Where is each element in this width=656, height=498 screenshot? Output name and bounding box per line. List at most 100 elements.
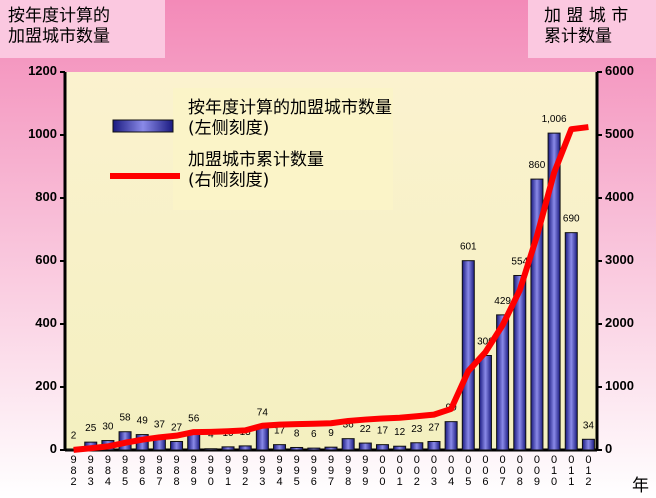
bar	[410, 442, 424, 451]
y2-tick-label: 6000	[605, 63, 634, 78]
bar	[581, 438, 595, 451]
y-tick-label: 200	[35, 378, 57, 393]
bar	[341, 438, 355, 451]
data-label: 27	[171, 422, 183, 433]
bar	[358, 442, 372, 451]
data-label: 56	[188, 413, 200, 424]
x-axis-label: 年	[632, 476, 649, 496]
data-label: 9	[328, 428, 334, 439]
y2-tick-label: 0	[605, 441, 612, 456]
y2-tick-label: 3000	[605, 252, 634, 267]
bar	[204, 448, 218, 451]
y-label-box	[0, 0, 165, 58]
data-label: 22	[360, 424, 372, 435]
bar	[461, 260, 475, 451]
y2-tick-label: 5000	[605, 126, 634, 141]
line	[73, 124, 589, 453]
y-tick-label: 400	[35, 315, 57, 330]
bar	[273, 444, 287, 451]
data-label: 34	[583, 420, 595, 431]
data-label: 23	[411, 423, 423, 434]
bar	[478, 355, 492, 451]
data-label: 860	[529, 160, 546, 171]
data-label: 690	[563, 213, 580, 224]
data-label: 17	[377, 425, 389, 436]
bar	[255, 426, 269, 451]
y-tick-label: 1000	[28, 126, 57, 141]
data-label: 58	[120, 412, 132, 423]
data-label: 30	[102, 421, 114, 432]
bar	[375, 444, 389, 451]
bar	[307, 447, 321, 451]
data-label: 554	[511, 256, 528, 267]
bar	[564, 232, 578, 451]
y2-tick-label: 1000	[605, 378, 634, 393]
bar	[496, 314, 510, 451]
bar	[427, 440, 441, 451]
bar	[221, 446, 235, 451]
bar	[513, 274, 527, 451]
data-label: 6	[311, 429, 317, 440]
data-label: 25	[85, 423, 97, 434]
y2-axis-label: 加 盟 城 市累计数量	[544, 6, 628, 46]
bar	[324, 446, 338, 451]
data-label: 36	[343, 419, 355, 430]
bar	[170, 440, 184, 451]
y-tick-label: 1200	[28, 63, 57, 78]
bar	[393, 445, 407, 451]
y-tick-label: 600	[35, 252, 57, 267]
data-label: 4	[208, 429, 214, 440]
data-label: 300	[477, 336, 494, 347]
data-label: 37	[154, 419, 166, 430]
legend-box	[173, 88, 393, 210]
data-label: 49	[137, 415, 149, 426]
data-label: 2	[71, 430, 77, 441]
y2-label-box	[528, 0, 656, 58]
bar	[444, 421, 458, 451]
legend-label: 加盟城市累计数量(右侧刻度)	[188, 150, 324, 190]
data-label: 12	[394, 427, 406, 438]
data-label: 27	[428, 422, 440, 433]
data-label: 1,006	[542, 114, 567, 125]
data-label: 8	[294, 428, 300, 439]
y-tick-label: 800	[35, 189, 57, 204]
bar	[238, 445, 252, 451]
legend-swatch	[112, 119, 174, 133]
data-label: 601	[460, 241, 477, 252]
y-tick-label: 0	[50, 441, 57, 456]
bar	[547, 132, 561, 451]
data-label: 17	[274, 425, 286, 436]
data-label: 429	[494, 296, 511, 307]
y2-tick-label: 4000	[605, 189, 634, 204]
y-axis-label: 按年度计算的加盟城市数量	[8, 6, 110, 46]
